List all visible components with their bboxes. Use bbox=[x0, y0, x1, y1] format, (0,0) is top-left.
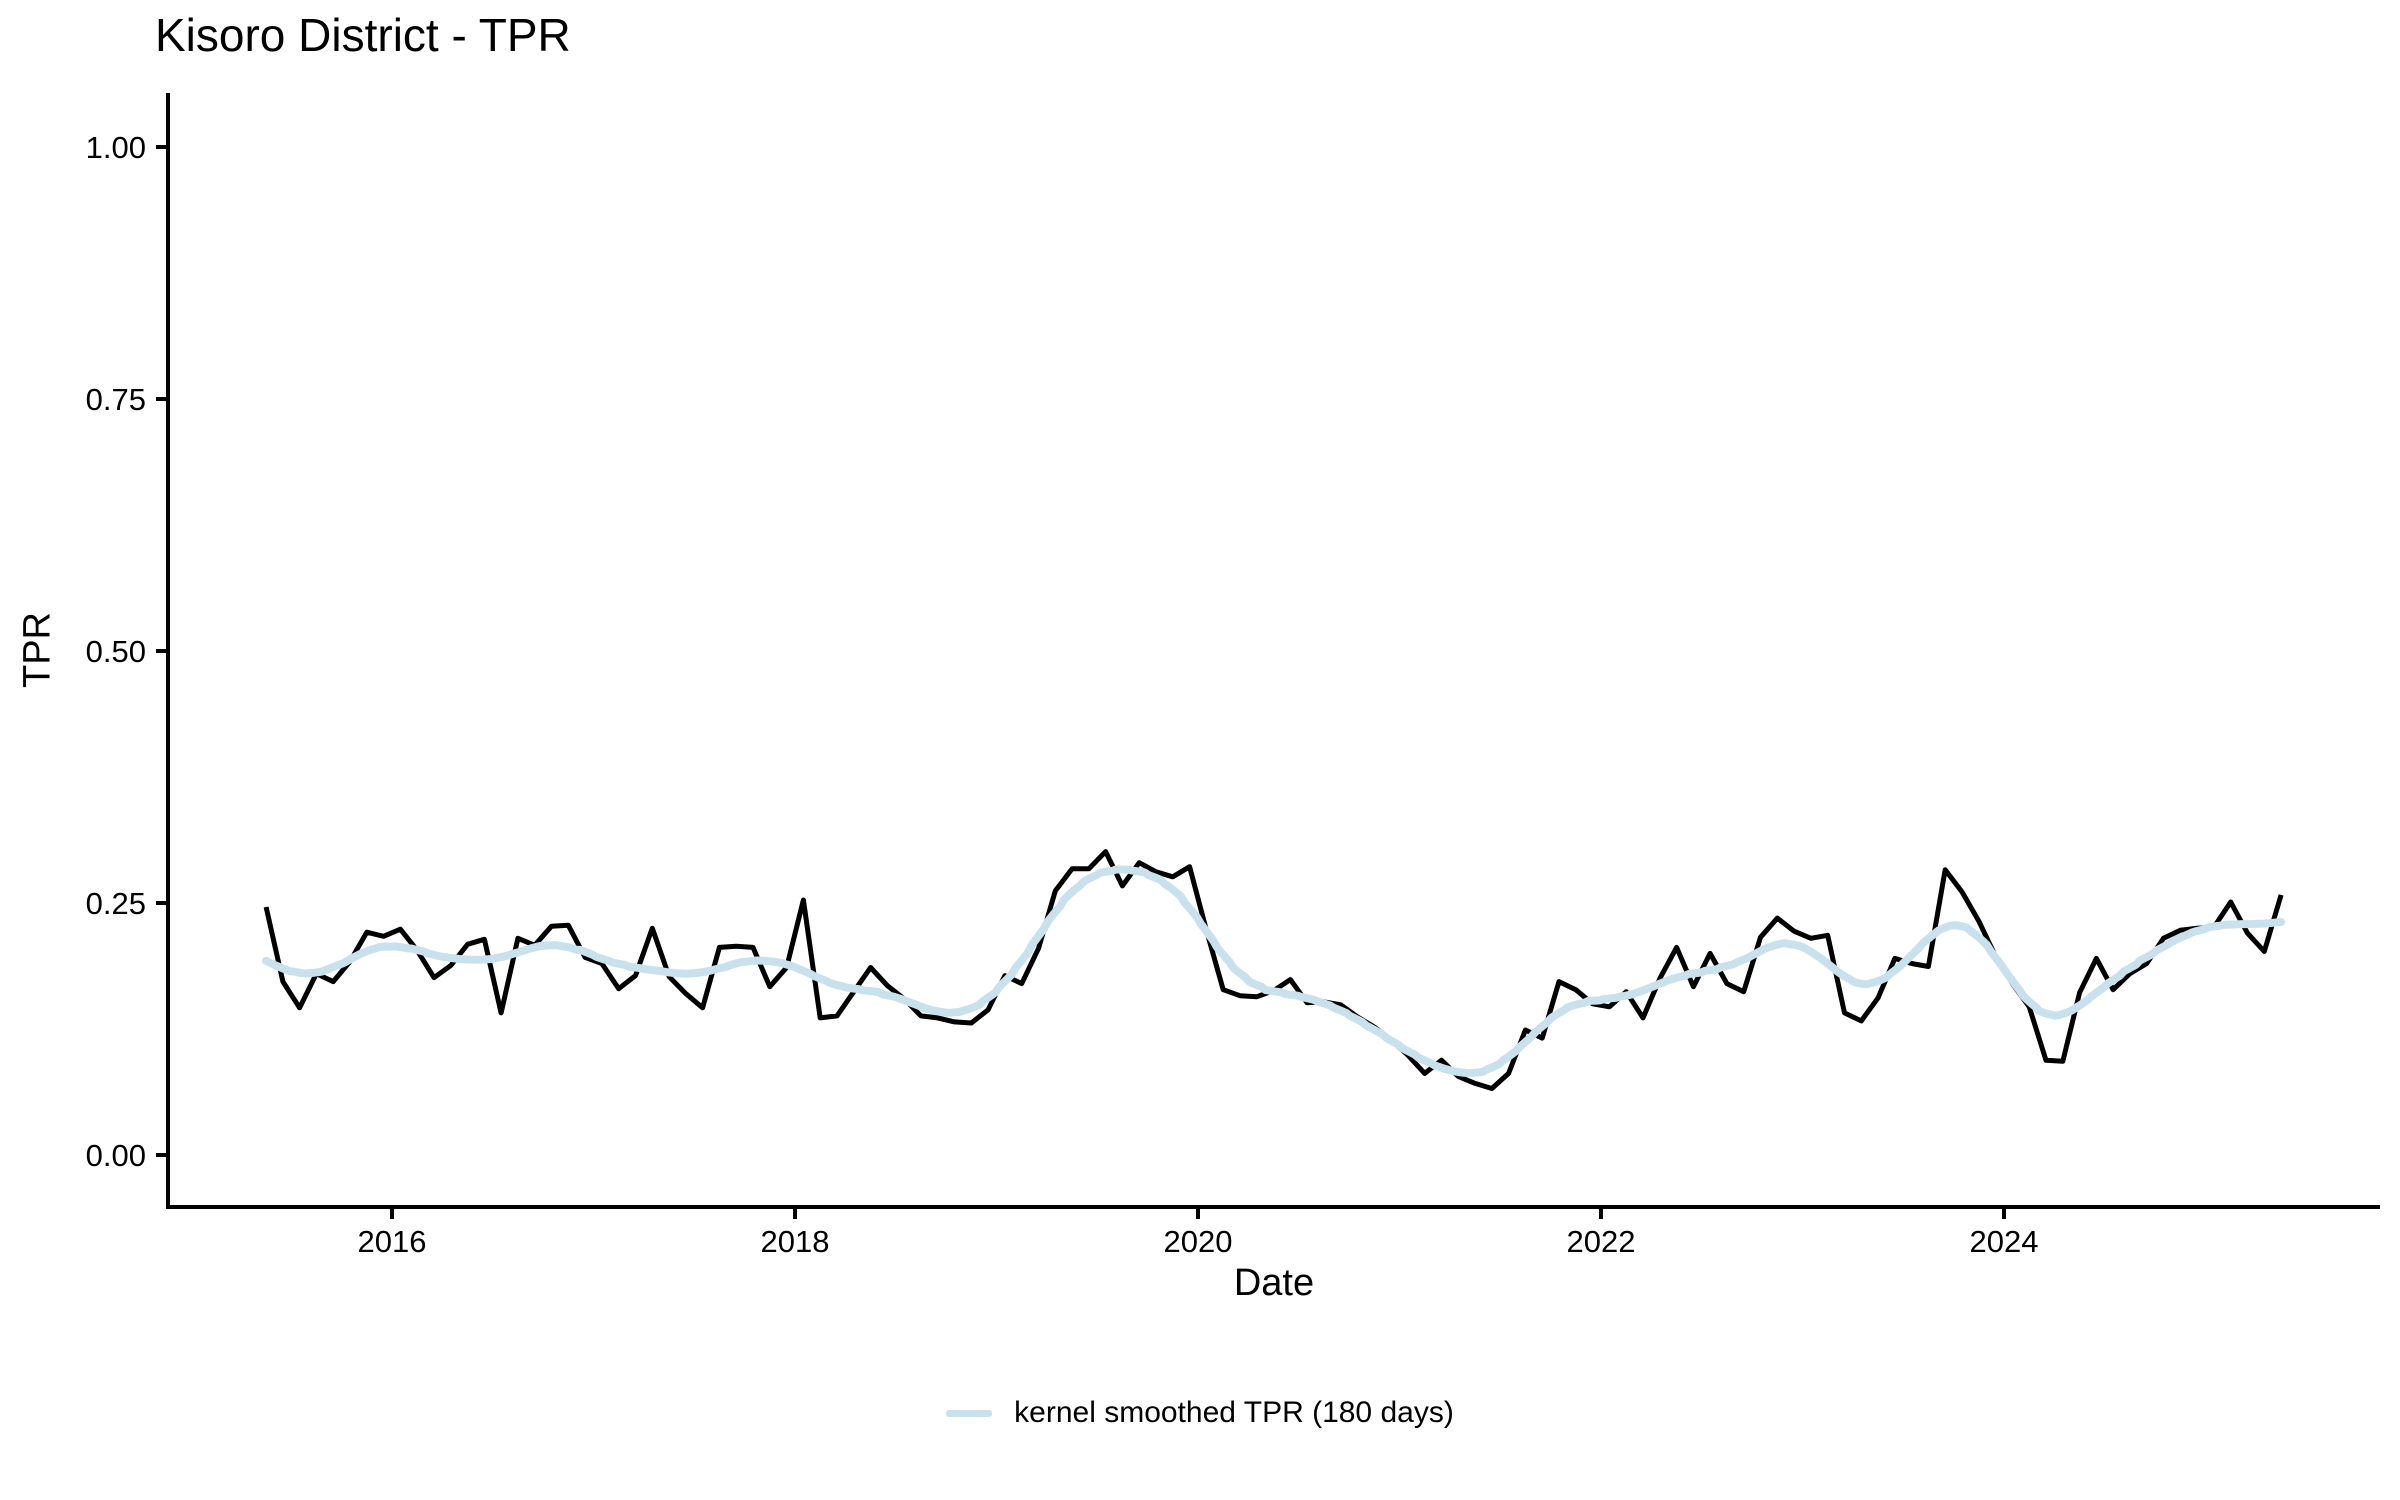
chart-title: Kisoro District - TPR bbox=[155, 9, 571, 61]
smoothed-line-swatch-icon bbox=[946, 1409, 993, 1417]
x-tick-label: 2018 bbox=[761, 1224, 830, 1259]
y-tick-label: 0.00 bbox=[86, 1138, 146, 1173]
x-axis-title: Date bbox=[1233, 1262, 1315, 1304]
x-tick-label: 2016 bbox=[358, 1224, 427, 1259]
x-tick-label: 2024 bbox=[1970, 1224, 2039, 1259]
x-tick-label: 2020 bbox=[1164, 1224, 1233, 1259]
kernel-smoothed-line bbox=[262, 865, 2286, 1077]
x-tick-label: 2022 bbox=[1567, 1224, 1636, 1259]
y-axis-title: TPR bbox=[16, 612, 59, 688]
y-tick-label: 0.50 bbox=[86, 634, 146, 669]
legend: kernel smoothed TPR (180 days) bbox=[0, 1396, 2400, 1430]
tpr-line bbox=[263, 849, 2284, 1091]
legend-label: kernel smoothed TPR (180 days) bbox=[1014, 1396, 1454, 1429]
y-tick-label: 0.25 bbox=[86, 886, 146, 921]
y-tick-label: 0.75 bbox=[86, 382, 146, 417]
y-tick-label: 1.00 bbox=[86, 130, 146, 165]
